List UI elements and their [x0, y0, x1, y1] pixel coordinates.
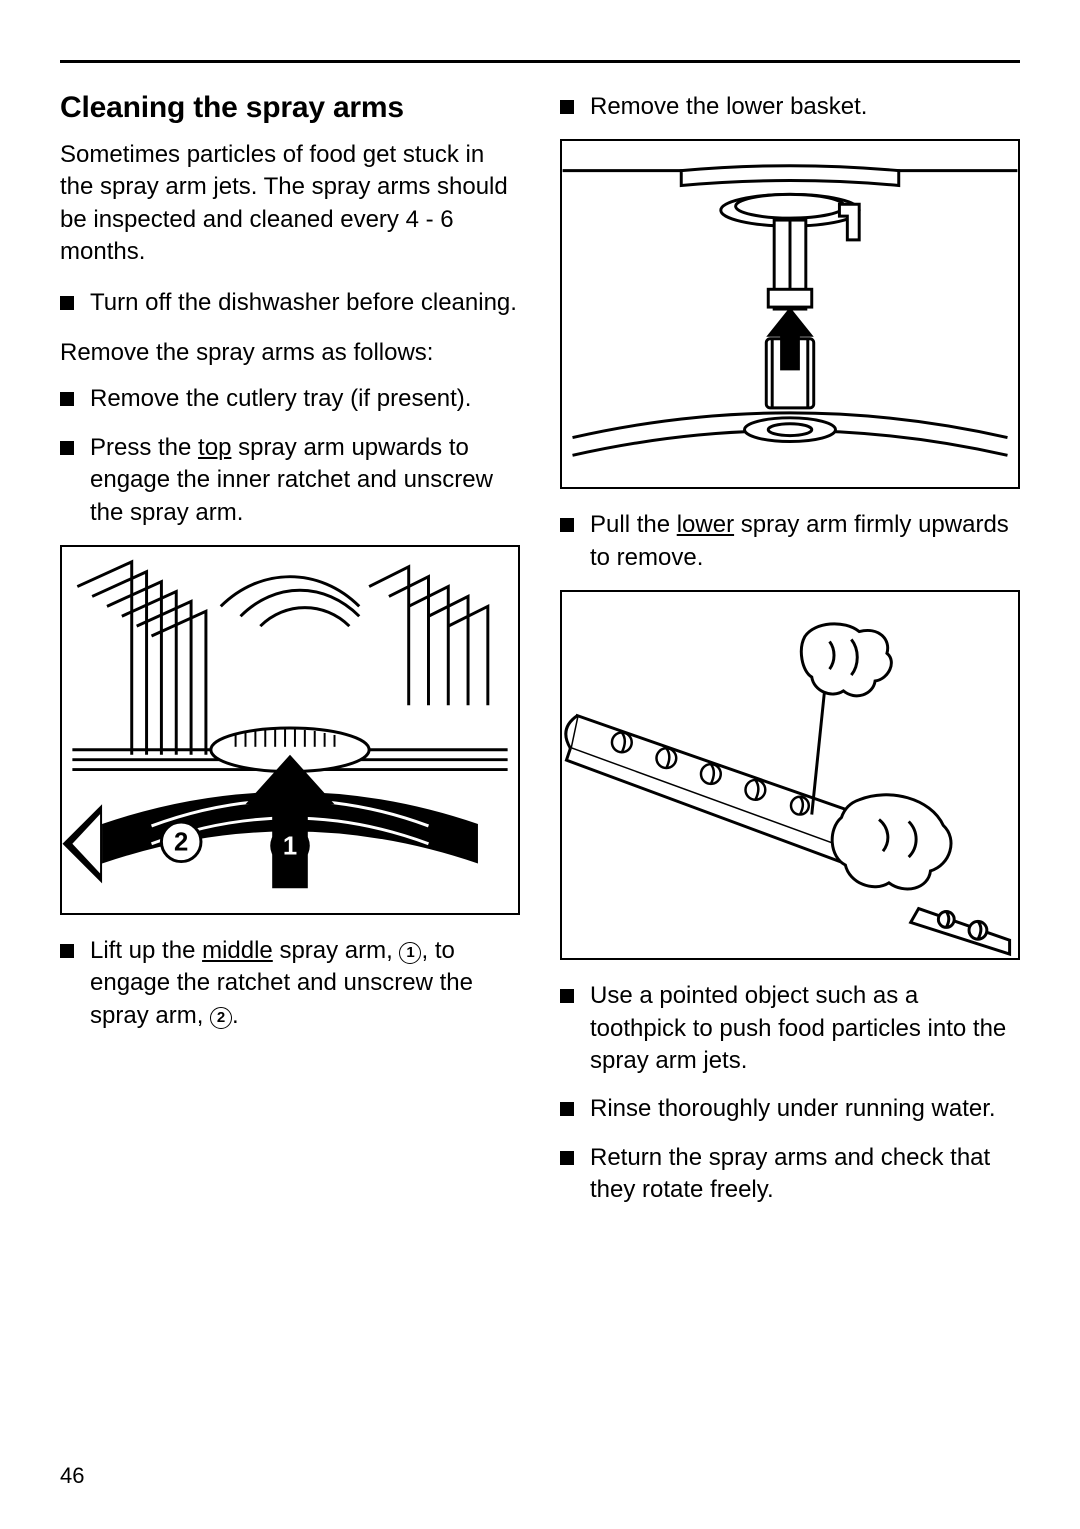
step-toothpick: Use a pointed object such as a toothpick…	[560, 980, 1020, 1077]
step-remove-basket: Remove the lower basket.	[560, 91, 1020, 123]
step-top-a: Press the	[90, 434, 198, 461]
figure-badge-2: 2	[174, 829, 188, 857]
step-lower-underline: lower	[677, 511, 734, 538]
steps-list-b: Remove the cutlery tray (if present). Pr…	[60, 383, 520, 529]
steps-list-r1: Remove the lower basket.	[560, 91, 1020, 123]
figure-toothpick-clean	[560, 590, 1020, 960]
step-rinse: Rinse thoroughly under running water.	[560, 1093, 1020, 1125]
left-column: Cleaning the spray arms Sometimes partic…	[60, 91, 520, 1223]
remove-intro: Remove the spray arms as follows:	[60, 337, 520, 369]
circled-2: 2	[210, 1007, 232, 1029]
steps-list-c: Lift up the middle spray arm, 1, to enga…	[60, 935, 520, 1032]
step-cutlery: Remove the cutlery tray (if present).	[60, 383, 520, 415]
steps-list-r2: Pull the lower spray arm firmly upwards …	[560, 509, 1020, 574]
right-column: Remove the lower basket.	[560, 91, 1020, 1223]
page-number: 46	[60, 1463, 84, 1489]
step-mid-b: spray arm,	[273, 937, 400, 964]
intro-paragraph: Sometimes particles of food get stuck in…	[60, 139, 520, 269]
step-mid-underline: middle	[202, 937, 273, 964]
figure-lower-svg	[562, 141, 1018, 487]
step-pull-lower: Pull the lower spray arm firmly upwards …	[560, 509, 1020, 574]
step-return: Return the spray arms and check that the…	[560, 1142, 1020, 1207]
step-top-underline: top	[198, 434, 231, 461]
figure-toothpick-svg	[562, 592, 1018, 958]
step-mid-a: Lift up the	[90, 937, 202, 964]
circled-1: 1	[399, 942, 421, 964]
section-heading: Cleaning the spray arms	[60, 91, 520, 125]
figure-middle-spray-arm: 1 2	[60, 545, 520, 915]
steps-list-a: Turn off the dishwasher before cleaning.	[60, 287, 520, 319]
step-middle: Lift up the middle spray arm, 1, to enga…	[60, 935, 520, 1032]
step-top: Press the top spray arm upwards to engag…	[60, 432, 520, 529]
step-turn-off: Turn off the dishwasher before cleaning.	[60, 287, 520, 319]
figure-badge-1: 1	[283, 833, 297, 861]
step-mid-d: .	[232, 1002, 239, 1029]
figure-lower-spray-arm	[560, 139, 1020, 489]
content-columns: Cleaning the spray arms Sometimes partic…	[60, 91, 1020, 1223]
top-rule	[60, 60, 1020, 63]
steps-list-r3: Use a pointed object such as a toothpick…	[560, 980, 1020, 1206]
step-lower-a: Pull the	[590, 511, 677, 538]
figure-middle-svg: 1 2	[62, 547, 518, 913]
